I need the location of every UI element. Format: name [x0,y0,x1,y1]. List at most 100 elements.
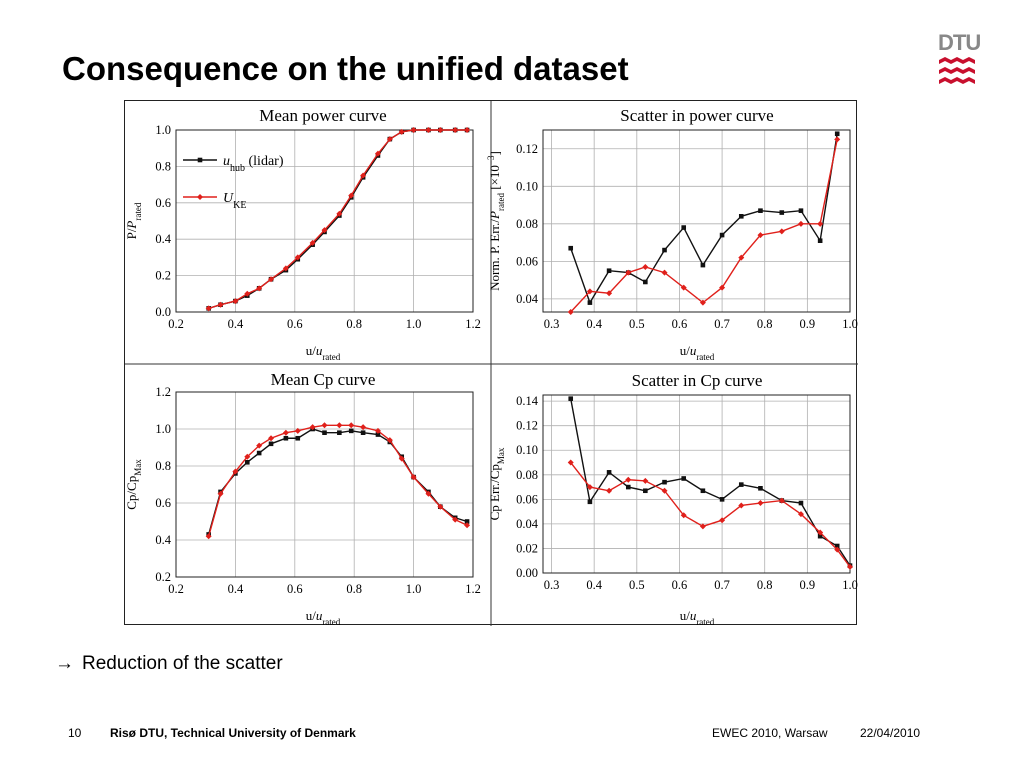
data-point [778,228,785,235]
data-point [437,503,444,510]
data-point [398,455,405,462]
data-point [625,269,632,276]
y-axis-label: Cp Err./CpMax [487,447,506,520]
y-tick-label: 0.04 [516,517,539,531]
series-lidar [568,131,840,305]
data-point [464,522,471,529]
data-point [568,396,574,401]
series-line [570,398,851,567]
y-tick-label: 0.06 [516,492,538,506]
data-point [662,247,667,253]
y-tick-label: 1.0 [155,422,171,436]
plot-frame [542,129,851,313]
data-point [232,298,239,305]
y-tick-label: 0.00 [516,566,538,580]
data-point [375,432,381,437]
data-point [719,497,725,502]
data-point [661,269,668,276]
chart-title: Mean Cp curve [271,370,376,389]
bullet-text: Reduction of the scatter [82,653,283,674]
y-tick-label: 0.12 [516,419,538,433]
y-tick-label: 0.04 [516,292,539,306]
data-point [738,482,744,487]
data-point [360,172,367,179]
y-tick-label: 0.02 [516,541,538,555]
series-lidar [206,426,470,537]
y-tick-label: 0.8 [155,159,171,173]
data-point [452,127,459,133]
chart-title: Mean power curve [259,106,386,125]
series-ke [567,459,853,570]
x-tick-label: 0.2 [168,317,184,331]
data-point [586,484,593,491]
data-point [294,254,301,261]
data-point [606,487,613,494]
data-point [662,479,667,485]
data-point [699,299,706,306]
x-tick-label: 0.5 [629,317,645,331]
data-point [798,500,804,506]
data-point [309,239,316,246]
data-point [336,422,343,429]
series-line [570,139,838,313]
data-point [282,265,289,272]
data-point [322,430,327,435]
data-point [464,519,470,524]
series-lidar [568,396,853,568]
data-point [410,474,417,481]
series-line [570,133,838,305]
y-tick-label: 0.2 [155,269,171,283]
data-point [700,262,706,268]
x-axis-label: u/urated [306,343,341,362]
data-point [360,430,366,435]
data-point [586,288,593,295]
data-point [268,441,274,447]
data-point [606,290,613,297]
data-point [700,488,706,494]
series-line [207,428,468,535]
data-point [567,309,574,315]
data-point [437,127,444,133]
data-point [661,487,668,494]
data-point [778,497,785,504]
chart-4: Scatter in Cp curve 0.3 0.4 0.5 0.6 0.7 0.8 0.9… [487,371,858,626]
x-tick-label: 0.8 [757,578,773,592]
plot-frame [542,394,851,574]
x-tick-label: 0.8 [757,317,773,331]
x-tick-label: 0.9 [800,317,816,331]
data-point [567,459,574,466]
y-tick-label: 0.4 [155,533,171,547]
data-point [282,429,289,436]
footer-page-number: 10 [68,726,82,740]
data-point [758,485,763,491]
data-point [719,284,726,291]
y-tick-label: 0.10 [516,179,538,193]
y-tick-label: 0.4 [155,232,171,246]
x-tick-label: 0.4 [586,578,602,592]
data-point [834,546,841,553]
x-tick-label: 1.0 [842,578,858,592]
chart-title: Scatter in power curve [620,106,773,125]
x-tick-label: 0.6 [672,578,688,592]
x-tick-label: 0.4 [586,317,602,331]
data-point [817,220,824,227]
x-tick-label: 0.7 [714,578,730,592]
dtu-logo-waves-icon [939,57,975,84]
data-point [244,290,251,297]
footer-event: EWEC 2010, Warsaw [712,726,828,740]
data-point [232,468,239,475]
data-point [321,422,328,429]
data-point [738,502,745,509]
data-point [680,512,687,519]
data-point [398,128,405,135]
data-point [205,533,212,540]
data-point [217,301,224,308]
data-point [410,127,417,133]
data-point [681,225,687,230]
legend-label-lidar: uhub (lidar) [223,154,284,174]
data-point [758,208,763,213]
data-point [757,500,764,507]
data-point [757,232,764,239]
data-point [699,523,706,530]
